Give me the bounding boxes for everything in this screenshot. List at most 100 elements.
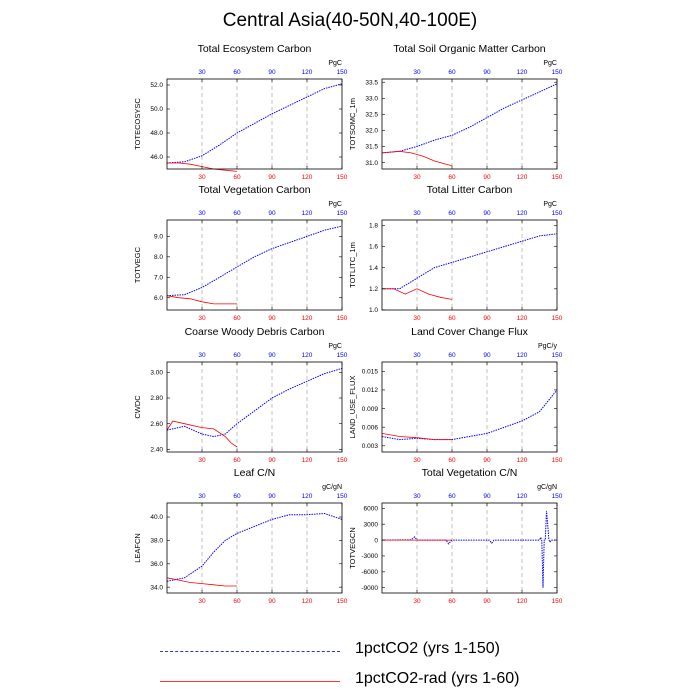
y-tick-label: 38.0 [150, 538, 163, 545]
x-tick-label-top: 150 [337, 493, 348, 500]
x-tick-label-bottom: 120 [302, 598, 313, 605]
y-axis-label: TOTSOMC_1m [348, 98, 357, 150]
x-tick-label-bottom: 60 [448, 457, 456, 464]
units-label: gC/gN [322, 484, 342, 491]
legend-line-red [160, 681, 340, 682]
y-tick-label: 6000 [364, 505, 379, 512]
x-tick-label-top: 150 [337, 352, 348, 359]
y-tick-label: 31.0 [365, 160, 378, 167]
x-tick-label-top: 30 [413, 493, 421, 500]
x-tick-label-top: 30 [198, 493, 206, 500]
x-tick-label-top: 120 [517, 352, 528, 359]
plot-frame [381, 78, 558, 170]
series-line-1pctco2-rad [166, 420, 238, 448]
x-tick-label-top: 150 [552, 352, 563, 359]
x-tick-label-top: 90 [268, 352, 276, 359]
x-tick-label-bottom: 150 [552, 598, 563, 605]
x-tick-label-top: 120 [302, 352, 313, 359]
chart-title: Total Soil Organic Matter Carbon [393, 43, 545, 55]
y-tick-label: 48.0 [150, 130, 163, 137]
y-tick-label: 1.2 [369, 286, 378, 293]
chart-leaf-c-n: Leaf C/N gC/gN 30 30 60 60 90 90 120 120 150 150 34.… [133, 467, 348, 605]
x-tick-label-bottom: 60 [448, 315, 456, 322]
chart-title: Total Ecosystem Carbon [198, 43, 312, 55]
x-tick-label-bottom: 90 [268, 315, 276, 322]
plot-frame [381, 361, 558, 453]
x-tick-label-top: 30 [413, 352, 421, 359]
x-tick-label-top: 60 [233, 493, 241, 500]
x-tick-label-top: 90 [483, 69, 491, 76]
x-tick-label-top: 60 [448, 352, 456, 359]
x-tick-label-top: 60 [233, 69, 241, 76]
plot-frame [381, 502, 558, 594]
units-label: PgC [328, 60, 342, 67]
chart-total-vegetation-carbon: Total Vegetation Carbon PgC 30 30 60 60 90 90 12… [133, 184, 348, 322]
legend-entry-1pctco2: 1pctCO2 (yrs 1-150) [160, 640, 560, 664]
x-tick-label-bottom: 150 [337, 315, 348, 322]
x-tick-label-top: 30 [413, 69, 421, 76]
x-tick-label-top: 30 [198, 210, 206, 217]
x-tick-label-bottom: 120 [517, 174, 528, 181]
y-tick-label: 1.4 [369, 265, 378, 272]
series-line-1pctco2 [381, 510, 557, 588]
x-tick-label-top: 90 [268, 69, 276, 76]
legend-line-blue [160, 651, 340, 652]
x-tick-label-bottom: 60 [233, 457, 241, 464]
units-label: gC/gN [537, 484, 557, 491]
x-tick-label-bottom: 150 [337, 457, 348, 464]
y-tick-label: 7.0 [154, 274, 163, 281]
y-axis-label: LEAFCN [133, 533, 142, 563]
x-tick-label-top: 150 [337, 69, 348, 76]
y-tick-label: 36.0 [150, 561, 163, 568]
x-tick-label-bottom: 30 [413, 598, 421, 605]
y-tick-label: 33.5 [365, 79, 378, 86]
y-tick-label: 6.0 [154, 295, 163, 302]
chart-total-litter-carbon: Total Litter Carbon PgC 30 30 60 60 90 90 120 120… [348, 184, 563, 322]
x-tick-label-bottom: 150 [552, 174, 563, 181]
plot-frame [166, 361, 343, 453]
x-tick-label-bottom: 90 [483, 315, 491, 322]
chart-title: Total Vegetation C/N [422, 467, 518, 479]
x-tick-label-bottom: 90 [483, 598, 491, 605]
y-tick-label: 0 [374, 537, 378, 544]
units-label: PgC [328, 201, 342, 208]
page-title: Central Asia(40-50N,40-100E) [222, 10, 478, 31]
chart-title: Leaf C/N [234, 467, 275, 479]
x-tick-label-bottom: 60 [448, 598, 456, 605]
x-tick-label-bottom: 150 [552, 457, 563, 464]
y-tick-label: 2.40 [150, 447, 163, 454]
x-tick-label-bottom: 120 [302, 315, 313, 322]
chart-land-cover-change-flux: Land Cover Change Flux PgC/y 30 30 60 60 90 90 1… [348, 326, 563, 464]
plot-frame [166, 502, 343, 594]
y-tick-label: -9000 [361, 585, 378, 592]
y-tick-label: 1.8 [369, 222, 378, 229]
y-tick-label: 9.0 [154, 234, 163, 241]
y-tick-label: 33.0 [365, 95, 378, 102]
y-tick-label: 1.6 [369, 244, 378, 251]
x-tick-label-top: 120 [517, 493, 528, 500]
y-tick-label: 1.0 [369, 307, 378, 314]
x-tick-label-bottom: 30 [413, 174, 421, 181]
chart-total-vegetation-c-n: Total Vegetation C/N gC/gN 30 30 60 60 90 90 120… [348, 467, 563, 605]
y-tick-label: 0.003 [362, 443, 379, 450]
x-tick-label-top: 90 [268, 210, 276, 217]
series-line-1pctco2 [382, 233, 558, 290]
y-tick-label: 50.0 [150, 106, 163, 113]
series-line-1pctco2-rad [381, 433, 452, 440]
x-tick-label-top: 60 [233, 210, 241, 217]
x-tick-label-bottom: 120 [517, 598, 528, 605]
x-tick-label-top: 90 [483, 352, 491, 359]
x-tick-label-bottom: 150 [552, 315, 563, 322]
x-tick-label-top: 90 [483, 493, 491, 500]
series-line-1pctco2 [166, 225, 343, 297]
x-tick-label-bottom: 30 [198, 598, 206, 605]
y-tick-label: 32.5 [365, 112, 378, 119]
x-tick-label-top: 120 [302, 493, 313, 500]
y-tick-label: -3000 [361, 553, 378, 560]
y-tick-label: 0.006 [362, 424, 379, 431]
chart-title: Total Litter Carbon [427, 184, 513, 196]
series-line-1pctco2-rad [381, 150, 453, 167]
y-tick-label: -6000 [361, 569, 378, 576]
x-tick-label-top: 60 [233, 352, 241, 359]
x-tick-label-bottom: 120 [302, 457, 313, 464]
